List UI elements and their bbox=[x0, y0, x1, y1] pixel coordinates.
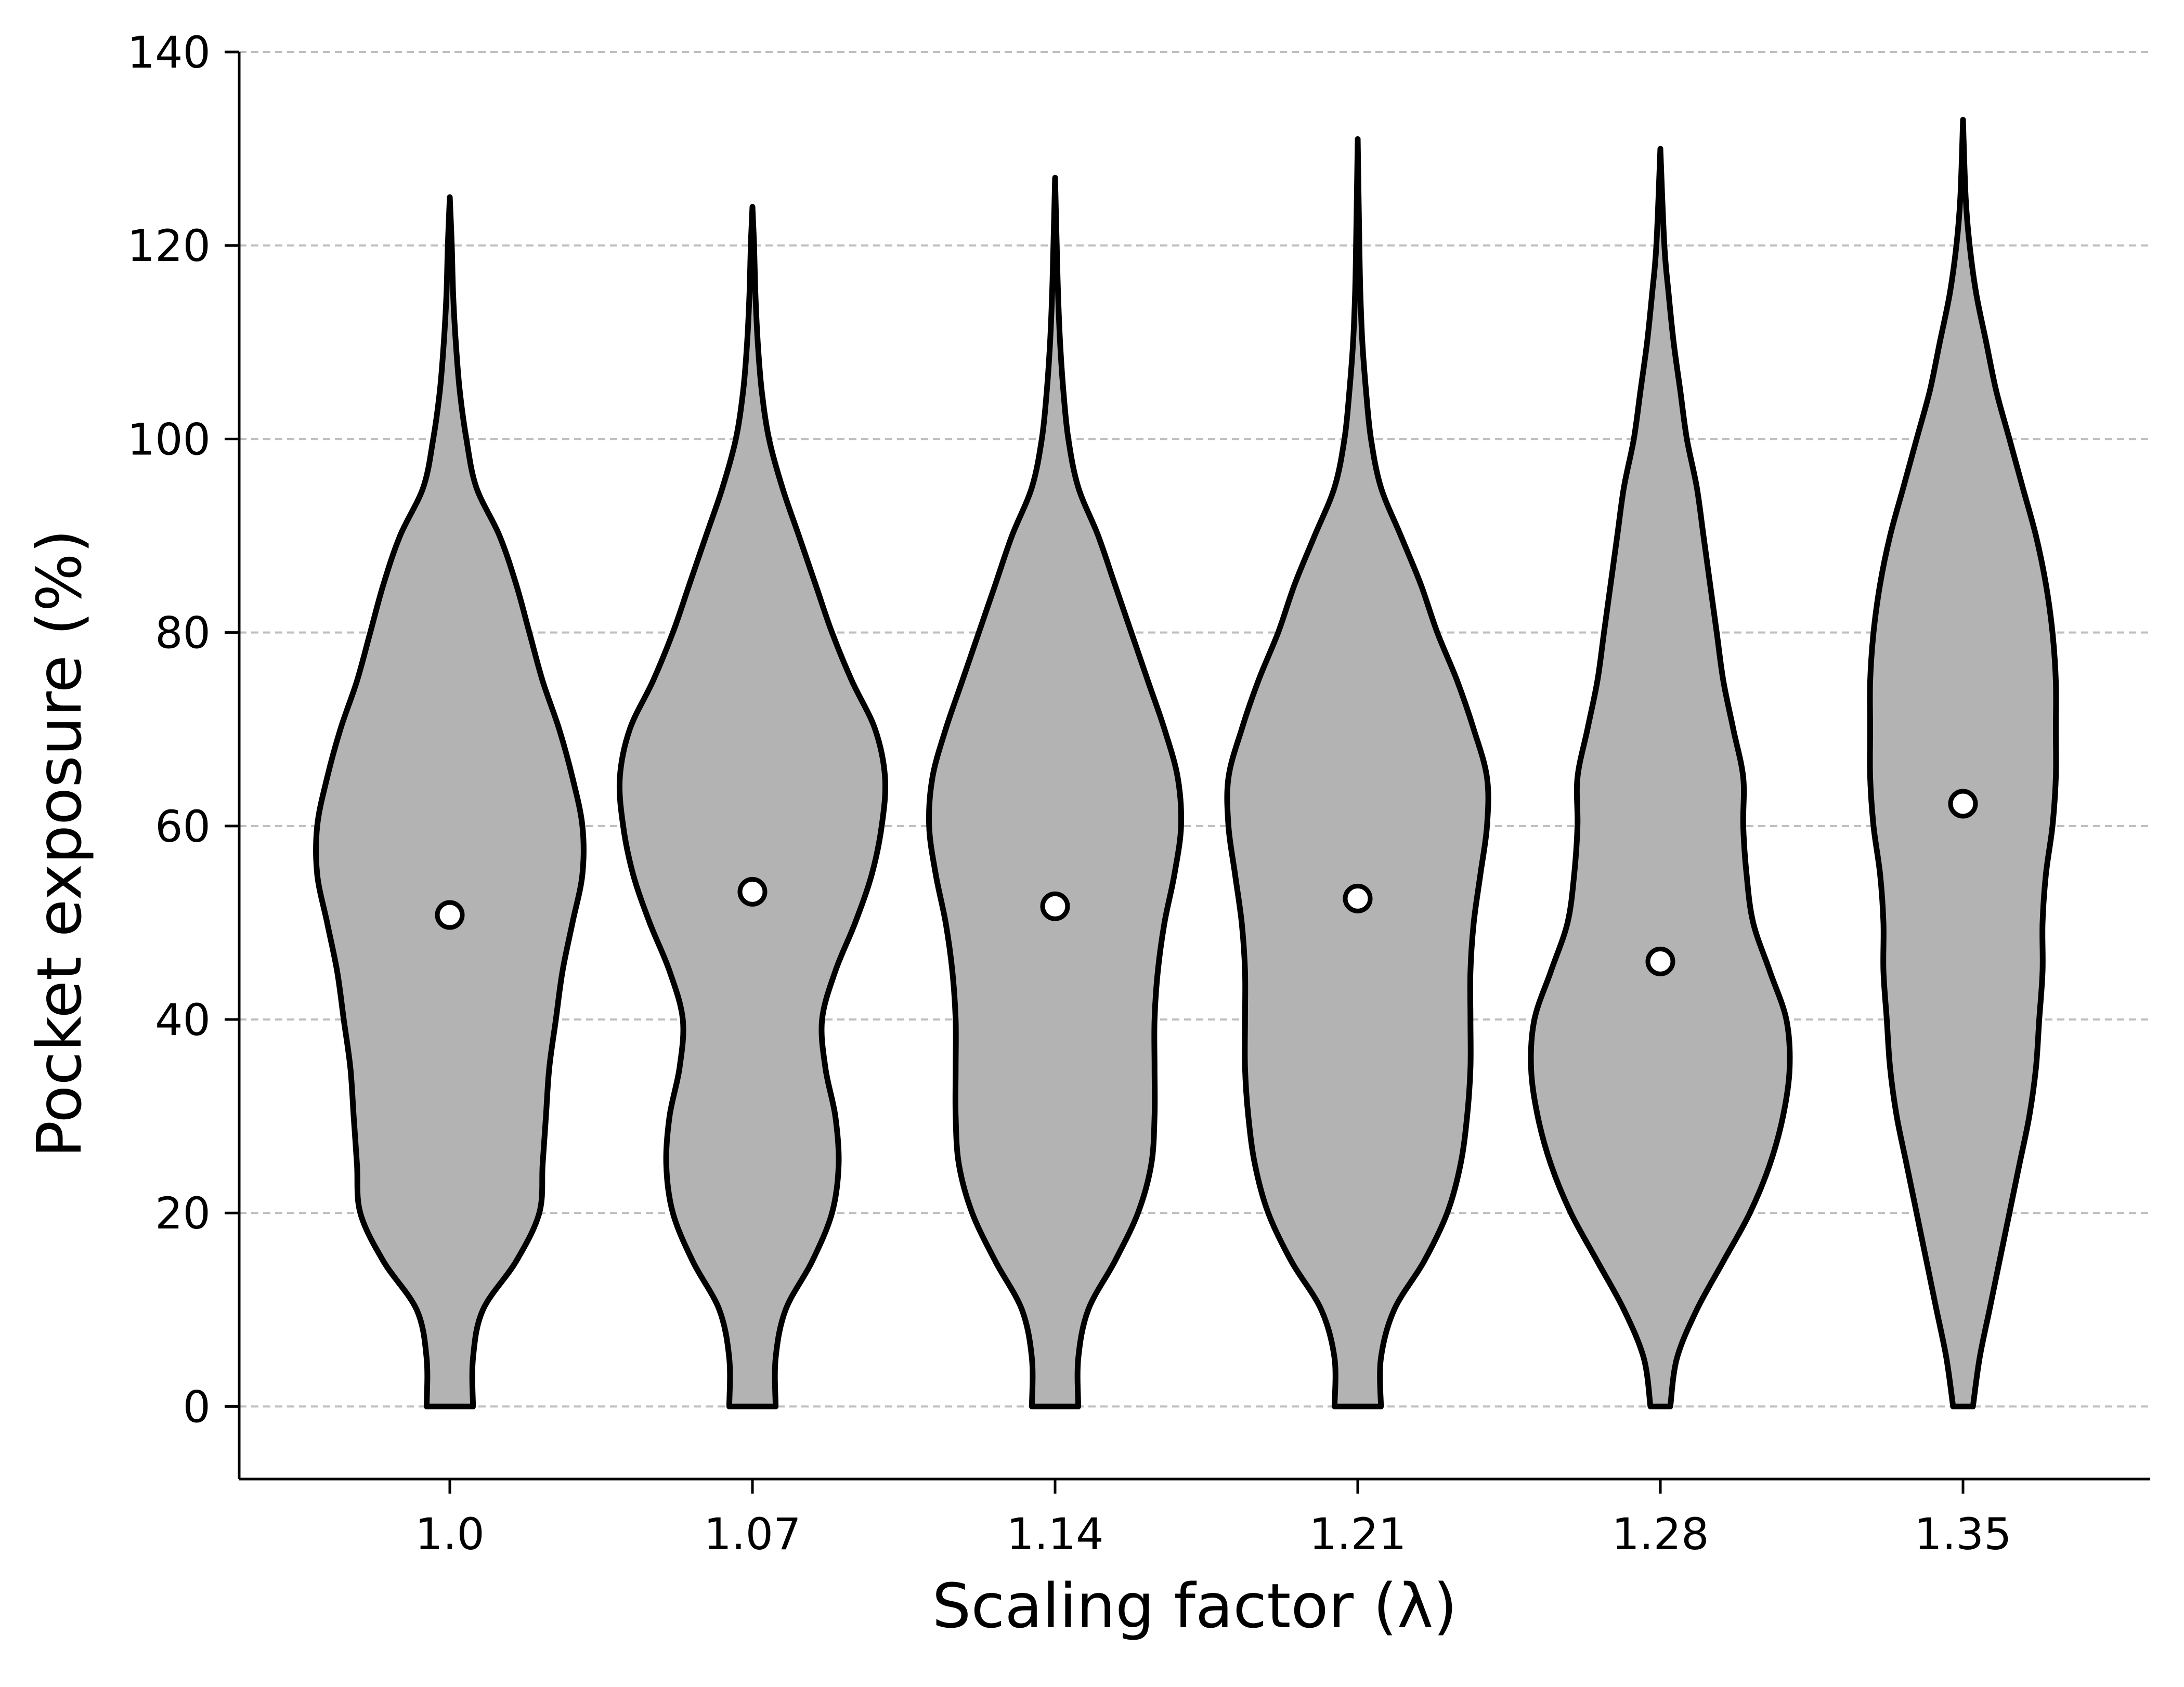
y-tick-label: 60 bbox=[155, 801, 211, 852]
x-ticks: 1.0 1.07 1.14 1.21 1.28 1.35 bbox=[415, 1479, 2012, 1560]
violin-1.21 bbox=[1224, 136, 1491, 1409]
violin-1.28 bbox=[1528, 146, 1793, 1409]
mean-marker-1.07 bbox=[737, 877, 768, 907]
y-tick-label: 100 bbox=[127, 414, 211, 465]
y-tick-label: 80 bbox=[155, 608, 211, 659]
axes bbox=[238, 52, 2150, 1481]
mean-marker-1.0 bbox=[435, 900, 465, 930]
x-tick-label: 1.35 bbox=[1914, 1509, 2011, 1560]
x-tick-label: 1.14 bbox=[1006, 1509, 1103, 1560]
y-tick-label: 140 bbox=[127, 27, 211, 78]
mean-marker-1.35 bbox=[1948, 789, 1978, 819]
x-tick-label: 1.21 bbox=[1309, 1509, 1406, 1560]
mean-markers bbox=[435, 789, 1978, 976]
violin-1.14 bbox=[926, 175, 1185, 1409]
mean-marker-1.14 bbox=[1040, 891, 1070, 921]
x-tick-label: 1.07 bbox=[704, 1509, 801, 1560]
x-tick-label: 1.0 bbox=[415, 1509, 485, 1560]
gridlines bbox=[239, 51, 2150, 1408]
violin-1.35 bbox=[1867, 116, 2059, 1409]
y-axis-title: Pocket exposure (%) bbox=[23, 529, 95, 1157]
y-tick-label: 40 bbox=[155, 995, 211, 1045]
y-tick-label: 120 bbox=[127, 220, 211, 271]
mean-marker-1.28 bbox=[1645, 946, 1675, 976]
y-tick-label: 0 bbox=[183, 1381, 211, 1432]
x-tick-label: 1.28 bbox=[1611, 1509, 1709, 1560]
mean-marker-1.21 bbox=[1343, 883, 1373, 913]
x-axis-title: Scaling factor (λ) bbox=[932, 1570, 1458, 1642]
violin-1.07 bbox=[616, 204, 889, 1409]
violin-1.0 bbox=[313, 194, 587, 1409]
violins bbox=[313, 116, 2059, 1409]
y-tick-label: 20 bbox=[155, 1188, 211, 1239]
y-ticks: 0 20 40 60 80 100 120 140 bbox=[127, 27, 239, 1432]
